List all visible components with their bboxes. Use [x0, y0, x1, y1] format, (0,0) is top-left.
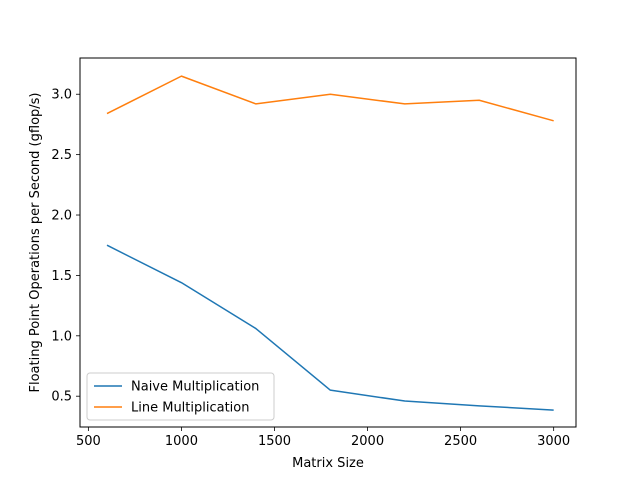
y-axis-ticks: 0.5 1.0 1.5 2.0 2.5 3.0	[51, 88, 80, 405]
legend-label-0: Naive Multiplication	[131, 380, 259, 395]
x-axis-ticks: 500 1000 1500 2000 2500 3000	[76, 427, 570, 449]
x-tick-label: 1000	[165, 434, 198, 449]
series-line-0	[106, 244, 554, 411]
x-tick-label: 1500	[258, 434, 291, 449]
x-tick-label: 2000	[351, 434, 384, 449]
y-tick-label: 1.5	[51, 269, 72, 284]
series-line-1	[106, 75, 554, 122]
plot-frame	[79, 57, 577, 428]
legend: Naive Multiplication Line Multiplication	[86, 372, 275, 421]
legend-box	[86, 372, 275, 421]
y-axis-label: Floating Point Operations per Second (gf…	[28, 93, 43, 393]
y-tick-label: 3.0	[51, 88, 72, 103]
legend-label-1: Line Multiplication	[131, 401, 250, 416]
x-tick-label: 500	[76, 434, 101, 449]
y-tick-label: 0.5	[51, 390, 72, 405]
x-tick-label: 3000	[537, 434, 570, 449]
x-axis-label: Matrix Size	[292, 456, 364, 471]
x-tick-label: 2500	[444, 434, 477, 449]
y-tick-label: 1.0	[51, 329, 72, 344]
y-tick-label: 2.0	[51, 209, 72, 224]
y-tick-label: 2.5	[51, 148, 72, 163]
series-layer	[106, 75, 554, 411]
